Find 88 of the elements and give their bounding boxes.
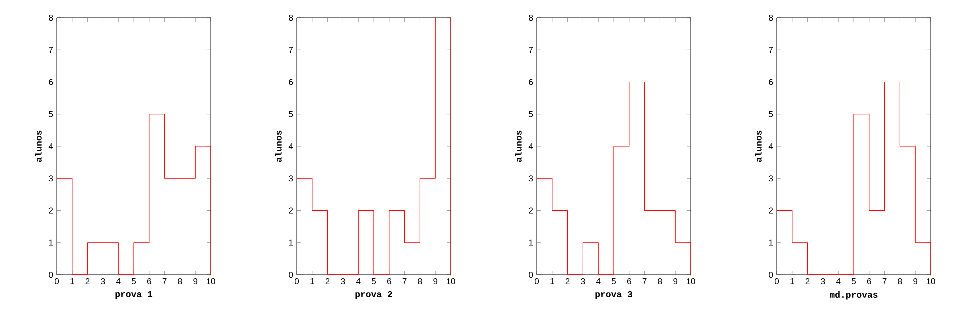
x-tick-label: 3 [821, 278, 826, 285]
x-tick-label: 10 [206, 278, 216, 285]
y-tick-label: 4 [288, 144, 294, 150]
y-tick-label: 0 [289, 272, 294, 278]
y-tick-label: 7 [49, 47, 54, 54]
x-tick-label: 1 [550, 278, 554, 284]
x-tick-label: 4 [596, 278, 601, 284]
x-tick-label: 0 [534, 278, 540, 285]
y-tick-label: 3 [529, 176, 534, 182]
x-tick-label: 8 [898, 278, 902, 285]
y-tick-label: 1 [49, 240, 54, 246]
x-tick-label: 9 [194, 278, 198, 285]
x-tick-label: 7 [882, 278, 887, 284]
y-tick-label: 8 [49, 14, 54, 21]
y-tick-label: 3 [289, 176, 294, 182]
x-tick-label: 4 [356, 278, 361, 284]
y-tick-label: 6 [769, 79, 774, 86]
y-tick-label: 2 [289, 208, 294, 214]
y-axis-title: alunos [515, 130, 522, 162]
x-tick-label: 9 [434, 278, 438, 285]
x-tick-label: 6 [147, 278, 152, 285]
x-tick-label: 0 [294, 278, 300, 285]
y-tick-label: 3 [49, 176, 54, 182]
x-tick-label: 6 [867, 278, 872, 285]
y-tick-label: 7 [529, 47, 534, 54]
y-tick-label: 0 [529, 272, 534, 278]
x-tick-label: 8 [658, 278, 662, 285]
y-tick-label: 5 [49, 111, 54, 118]
x-tick-label: 8 [418, 278, 422, 285]
x-tick-label: 4 [836, 278, 841, 284]
y-tick-label: 7 [289, 47, 294, 54]
x-tick-label: 2 [326, 278, 330, 284]
x-tick-label: 1 [70, 278, 74, 284]
x-tick-label: 3 [341, 278, 346, 285]
y-tick-label: 2 [529, 208, 534, 214]
x-tick-label: 5 [372, 278, 376, 284]
x-tick-label: 8 [178, 278, 182, 285]
y-axis-title: alunos [755, 130, 762, 162]
y-tick-label: 8 [289, 14, 294, 21]
y-tick-label: 0 [49, 272, 54, 278]
x-tick-label: 10 [446, 278, 456, 285]
x-tick-label: 10 [926, 278, 936, 285]
y-tick-label: 7 [769, 47, 774, 54]
x-tick-label: 9 [674, 278, 678, 285]
x-tick-label: 6 [387, 278, 392, 285]
y-tick-label: 2 [769, 208, 774, 214]
x-tick-label: 3 [101, 278, 106, 285]
y-tick-label: 1 [289, 240, 294, 246]
x-tick-label: 0 [54, 278, 60, 285]
x-tick-label: 1 [310, 278, 314, 284]
y-tick-label: 5 [289, 111, 294, 118]
x-axis-title: md.provas [830, 291, 878, 300]
x-tick-label: 5 [612, 278, 616, 284]
y-tick-label: 5 [529, 111, 534, 118]
x-tick-label: 10 [686, 278, 696, 285]
y-tick-label: 2 [49, 208, 54, 214]
x-tick-label: 2 [806, 278, 810, 284]
x-tick-label: 6 [627, 278, 632, 285]
y-tick-label: 0 [769, 272, 774, 278]
y-tick-label: 6 [529, 79, 534, 86]
y-tick-label: 4 [48, 144, 54, 150]
x-tick-label: 5 [132, 278, 136, 284]
x-axis-title: prova 3 [596, 291, 632, 300]
x-tick-label: 0 [774, 278, 780, 285]
y-tick-label: 4 [528, 144, 534, 150]
x-tick-label: 2 [86, 278, 90, 284]
y-tick-label: 8 [529, 14, 534, 21]
x-axis-title: prova 2 [356, 291, 392, 300]
y-tick-label: 6 [49, 79, 54, 86]
y-tick-label: 1 [769, 240, 774, 246]
x-tick-label: 7 [402, 278, 407, 284]
x-tick-label: 7 [162, 278, 167, 284]
y-tick-label: 1 [529, 240, 534, 246]
x-tick-label: 1 [790, 278, 794, 284]
y-tick-label: 5 [769, 111, 774, 118]
y-tick-label: 3 [769, 176, 774, 182]
y-axis-title: alunos [275, 130, 282, 162]
x-tick-label: 4 [116, 278, 121, 284]
y-tick-label: 8 [769, 14, 774, 21]
x-tick-label: 7 [642, 278, 647, 284]
x-tick-label: 5 [852, 278, 856, 284]
y-tick-label: 4 [768, 144, 774, 150]
x-tick-label: 9 [914, 278, 918, 285]
y-axis-title: alunos [35, 130, 42, 162]
x-tick-label: 3 [581, 278, 586, 285]
y-tick-label: 6 [289, 79, 294, 86]
x-axis-title: prova 1 [116, 291, 153, 300]
x-tick-label: 2 [566, 278, 570, 284]
